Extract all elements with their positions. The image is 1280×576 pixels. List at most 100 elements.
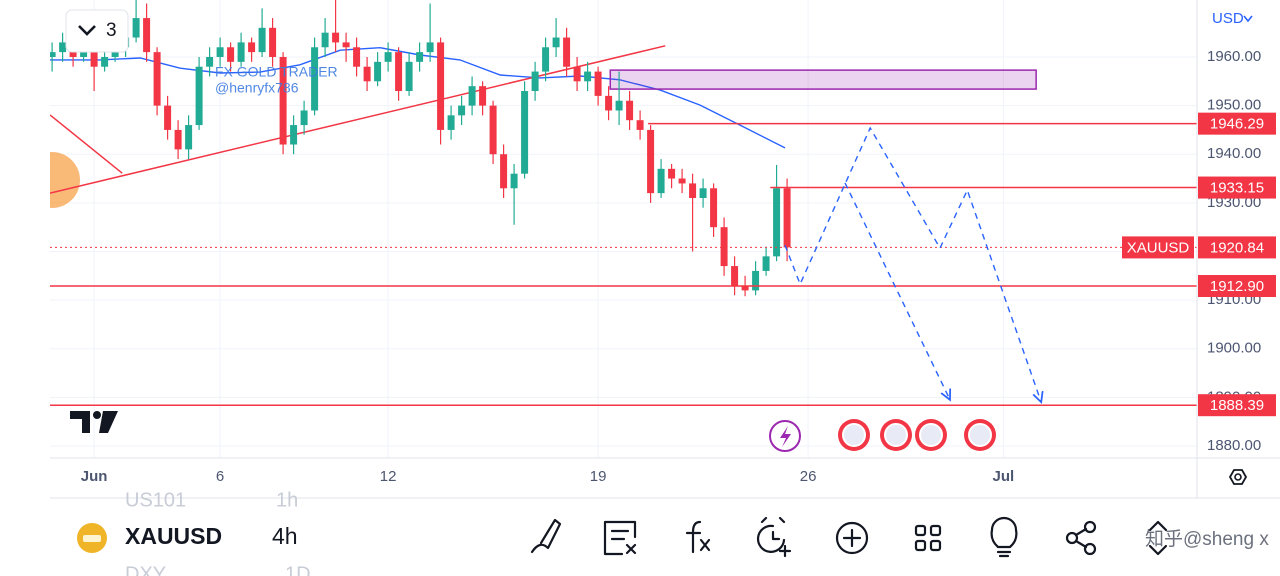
candle-body bbox=[258, 27, 266, 53]
candle-body bbox=[132, 18, 140, 38]
layout-tool[interactable] bbox=[914, 524, 927, 537]
candle-body bbox=[647, 129, 655, 194]
candle-body bbox=[689, 183, 697, 199]
flag-icon[interactable] bbox=[842, 423, 866, 447]
candle-body bbox=[143, 18, 151, 53]
candle-body bbox=[227, 47, 235, 62]
candle-body bbox=[59, 42, 67, 53]
ghost-interval[interactable]: 1D bbox=[285, 563, 311, 576]
add-tool[interactable] bbox=[842, 528, 862, 548]
currency-selector[interactable]: USD bbox=[1212, 10, 1253, 27]
settings-icon[interactable] bbox=[1228, 469, 1248, 485]
candle-body bbox=[363, 66, 371, 82]
candle-body bbox=[699, 188, 707, 199]
symbol-icon-bar[interactable] bbox=[83, 535, 101, 542]
ideas-tool[interactable] bbox=[990, 516, 1018, 558]
share-tool[interactable] bbox=[1074, 527, 1088, 549]
indicator-count[interactable]: 3 bbox=[106, 20, 117, 41]
candle-body bbox=[678, 178, 686, 184]
price-tag: 1912.90 bbox=[1210, 278, 1264, 295]
supply-zone bbox=[609, 69, 1037, 90]
notes-tool[interactable] bbox=[603, 520, 637, 556]
price-tag-box bbox=[1198, 275, 1276, 298]
candle-body bbox=[458, 105, 466, 116]
price-tag: 1888.39 bbox=[1210, 397, 1264, 414]
projection-path bbox=[784, 126, 1041, 402]
more-tool[interactable] bbox=[1148, 520, 1168, 556]
candle-body bbox=[710, 188, 718, 228]
candle-body bbox=[741, 285, 749, 291]
event-lightning[interactable] bbox=[769, 420, 801, 452]
candle-body bbox=[290, 125, 298, 145]
candle-body bbox=[101, 56, 109, 67]
share-tool[interactable] bbox=[1083, 542, 1097, 556]
candle-body bbox=[563, 37, 571, 67]
flag-icon[interactable] bbox=[919, 423, 943, 447]
events bbox=[769, 419, 996, 452]
share-tool[interactable] bbox=[1065, 531, 1079, 545]
trendline bbox=[50, 45, 666, 194]
price-tag: 1933.15 bbox=[1210, 180, 1264, 197]
ghost-symbol[interactable]: US101 bbox=[125, 489, 186, 511]
candle-body bbox=[752, 270, 760, 291]
flag-icon[interactable] bbox=[884, 423, 908, 447]
candle-body bbox=[626, 100, 634, 121]
candle-body bbox=[479, 86, 487, 106]
candle-body bbox=[248, 42, 256, 53]
plot-area: FX GOLD TRADER@henryfx786 bbox=[50, 0, 1197, 406]
lightning-icon[interactable] bbox=[780, 426, 791, 447]
candle-body bbox=[762, 256, 770, 271]
event-flag[interactable] bbox=[915, 419, 947, 451]
candle-body bbox=[500, 154, 508, 189]
y-tick-label: 1880.00 bbox=[1207, 437, 1261, 454]
draw-tool[interactable] bbox=[530, 518, 562, 554]
event-flag[interactable] bbox=[964, 419, 996, 451]
candle-body bbox=[321, 32, 329, 48]
settings-icon-center[interactable] bbox=[1234, 473, 1242, 481]
overlay: 1946.29 1933.15 1920.84 XAUUSD 1912.90 1888.3… bbox=[1122, 112, 1276, 417]
layout-tool[interactable] bbox=[929, 524, 942, 537]
indicator-bubble bbox=[50, 152, 80, 208]
candle-body bbox=[300, 110, 308, 126]
candle-body bbox=[311, 47, 319, 111]
ghost-interval[interactable]: 1h bbox=[276, 489, 298, 511]
share-tool[interactable] bbox=[1083, 520, 1097, 534]
alert-tool[interactable] bbox=[757, 516, 792, 558]
symbol[interactable]: XAUUSD bbox=[125, 523, 222, 549]
indicator-toggle[interactable]: 3 bbox=[65, 9, 129, 53]
indicator-tool[interactable] bbox=[685, 520, 711, 554]
event-flag[interactable] bbox=[838, 419, 870, 451]
candle-body bbox=[720, 227, 728, 267]
candle-body bbox=[437, 42, 445, 130]
symbol-tag-box bbox=[1122, 236, 1194, 259]
chevron-icon[interactable] bbox=[78, 25, 96, 36]
candle-body bbox=[405, 61, 413, 92]
tv-logo bbox=[70, 411, 118, 433]
ghost-symbol[interactable]: DXY bbox=[125, 563, 166, 576]
candle-body bbox=[269, 27, 277, 57]
toolbar bbox=[530, 516, 1168, 558]
candle-body bbox=[594, 71, 602, 96]
currency[interactable]: USD bbox=[1212, 10, 1244, 27]
candle-body bbox=[353, 47, 361, 67]
add-tool[interactable] bbox=[835, 521, 869, 555]
projection-path bbox=[844, 182, 950, 400]
event-flag[interactable] bbox=[880, 419, 912, 451]
author-watermark: FX GOLD TRADER bbox=[215, 64, 338, 80]
layout-tool[interactable] bbox=[914, 539, 927, 552]
x-tick-label: 12 bbox=[380, 468, 397, 485]
layout-tool[interactable] bbox=[929, 539, 942, 552]
candle-body bbox=[605, 95, 613, 111]
currency-chevron[interactable] bbox=[1243, 15, 1253, 23]
x-tick-label: 26 bbox=[800, 468, 817, 485]
author-watermark: @henryfx786 bbox=[215, 80, 299, 96]
candle-body bbox=[153, 52, 161, 106]
badge-box[interactable] bbox=[65, 9, 129, 53]
flag-icon[interactable] bbox=[968, 423, 992, 447]
trendline bbox=[50, 114, 123, 174]
candle-body bbox=[668, 168, 676, 179]
candle-body bbox=[237, 42, 245, 62]
candle-body bbox=[395, 52, 403, 92]
candle-body bbox=[531, 71, 539, 92]
interval[interactable]: 4h bbox=[272, 523, 298, 549]
